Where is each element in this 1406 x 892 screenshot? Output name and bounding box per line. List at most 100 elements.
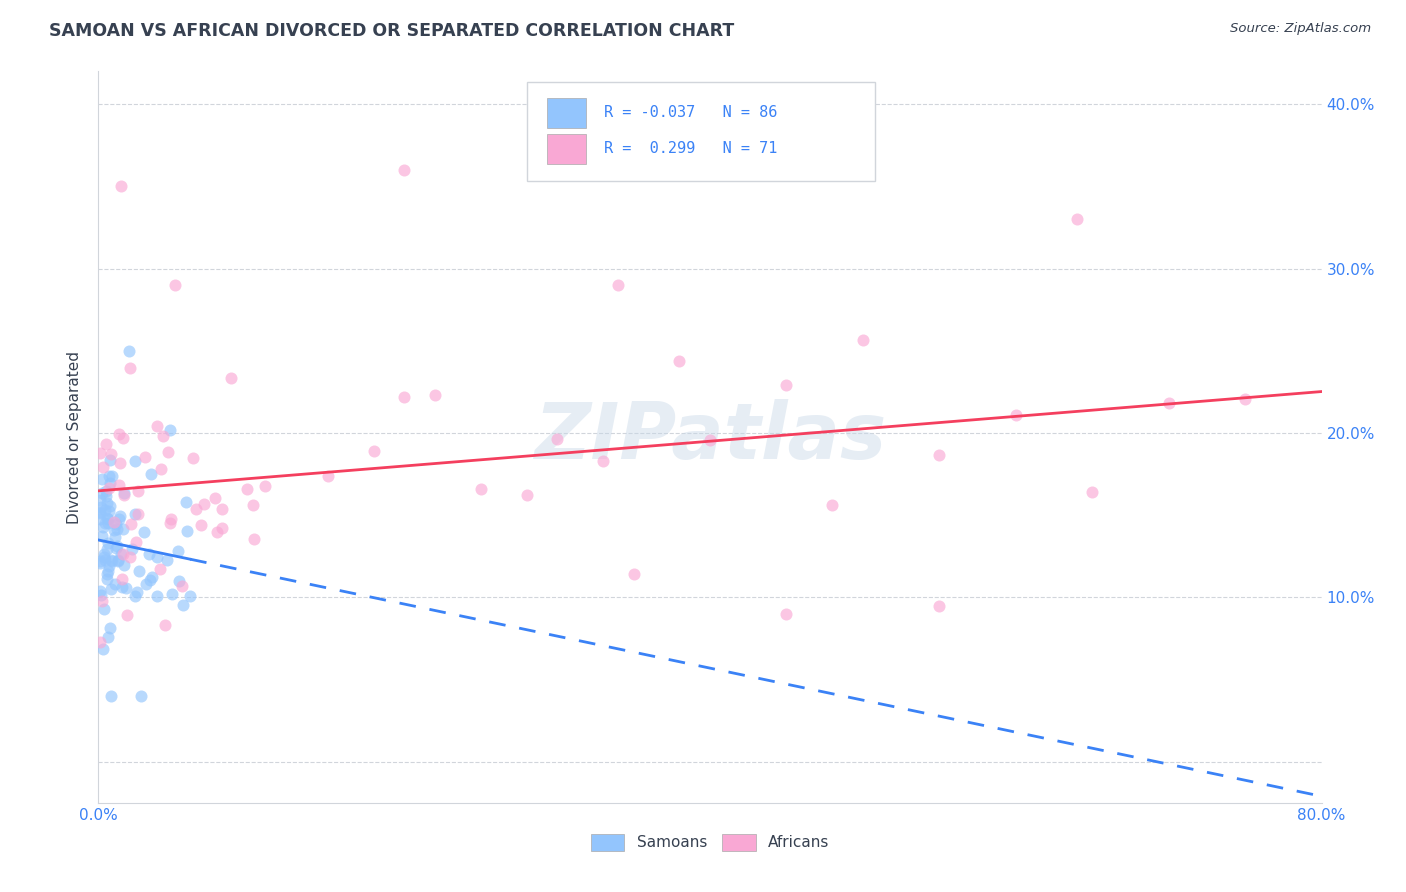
Point (152, 429, 174, 443)
Point (89, 634, 111, 648)
Point (146, 418, 169, 433)
Point (167, 543, 190, 558)
Point (111, 547, 134, 561)
Point (423, 388, 446, 402)
Point (135, 577, 157, 591)
Point (141, 570, 163, 584)
Point (94, 552, 117, 566)
Point (139, 574, 162, 588)
Point (852, 333, 875, 347)
Point (98, 621, 121, 635)
Point (1234, 392, 1257, 406)
Point (98, 499, 121, 513)
Text: R = -0.037   N = 86: R = -0.037 N = 86 (603, 105, 778, 120)
Point (1157, 396, 1180, 410)
Point (221, 371, 243, 385)
Point (163, 278, 186, 293)
Point (170, 579, 193, 593)
Point (90, 529, 112, 543)
Point (110, 547, 132, 561)
Point (184, 502, 207, 516)
Point (96, 511, 118, 525)
Point (236, 483, 259, 497)
Point (93, 547, 115, 561)
Point (623, 567, 645, 582)
Point (204, 491, 226, 505)
Point (156, 445, 179, 459)
Point (118, 360, 141, 375)
Point (105, 540, 128, 554)
Point (124, 454, 146, 468)
Point (363, 444, 385, 458)
Point (103, 523, 125, 537)
Point (146, 589, 169, 603)
Point (107, 553, 129, 567)
Point (775, 607, 797, 621)
Point (91, 460, 114, 475)
Point (176, 524, 198, 538)
Point (1081, 485, 1104, 500)
Point (172, 598, 194, 612)
Point (139, 467, 162, 481)
Point (134, 525, 156, 540)
Point (91, 594, 114, 608)
Point (668, 353, 690, 368)
Point (96, 542, 118, 557)
Point (104, 541, 127, 555)
Point (90, 500, 112, 515)
Point (89, 493, 111, 508)
Point (110, 580, 132, 594)
Point (98, 475, 121, 490)
Y-axis label: Divorced or Separated: Divorced or Separated (67, 351, 83, 524)
Point (110, 179, 132, 194)
Point (928, 448, 950, 462)
Point (89, 506, 111, 520)
Point (1004, 409, 1026, 423)
Point (121, 542, 143, 557)
Point (104, 517, 127, 532)
Point (127, 483, 149, 498)
Point (316, 469, 339, 483)
Point (821, 498, 844, 512)
Point (97, 630, 120, 644)
Legend: Samoans, Africans: Samoans, Africans (585, 828, 835, 857)
Point (91, 485, 114, 500)
Point (516, 488, 538, 502)
Text: Source: ZipAtlas.com: Source: ZipAtlas.com (1230, 22, 1371, 36)
Point (115, 581, 138, 595)
Point (128, 564, 150, 578)
Point (775, 377, 797, 392)
Point (94, 483, 117, 498)
Point (129, 689, 152, 703)
Point (96, 566, 118, 581)
Point (149, 562, 172, 576)
Point (118, 343, 141, 358)
Point (254, 479, 277, 493)
Point (699, 433, 721, 447)
Point (211, 501, 233, 516)
Point (91, 472, 114, 486)
Point (159, 512, 181, 526)
Point (111, 431, 134, 445)
Point (392, 390, 416, 404)
Point (96, 496, 118, 510)
Point (149, 462, 172, 476)
Point (101, 554, 124, 568)
Point (112, 558, 135, 572)
Point (124, 507, 146, 521)
Point (111, 572, 134, 586)
Point (98, 468, 121, 483)
Point (97, 536, 120, 550)
Point (592, 454, 614, 468)
Point (107, 554, 129, 568)
Point (928, 599, 950, 613)
Point (134, 450, 156, 464)
Point (120, 549, 142, 564)
Text: R =  0.299   N = 71: R = 0.299 N = 71 (603, 141, 778, 156)
Point (94, 516, 117, 530)
Point (108, 508, 131, 523)
Point (96, 437, 118, 451)
Point (93, 550, 115, 565)
Point (98, 504, 121, 518)
Point (97, 559, 120, 574)
